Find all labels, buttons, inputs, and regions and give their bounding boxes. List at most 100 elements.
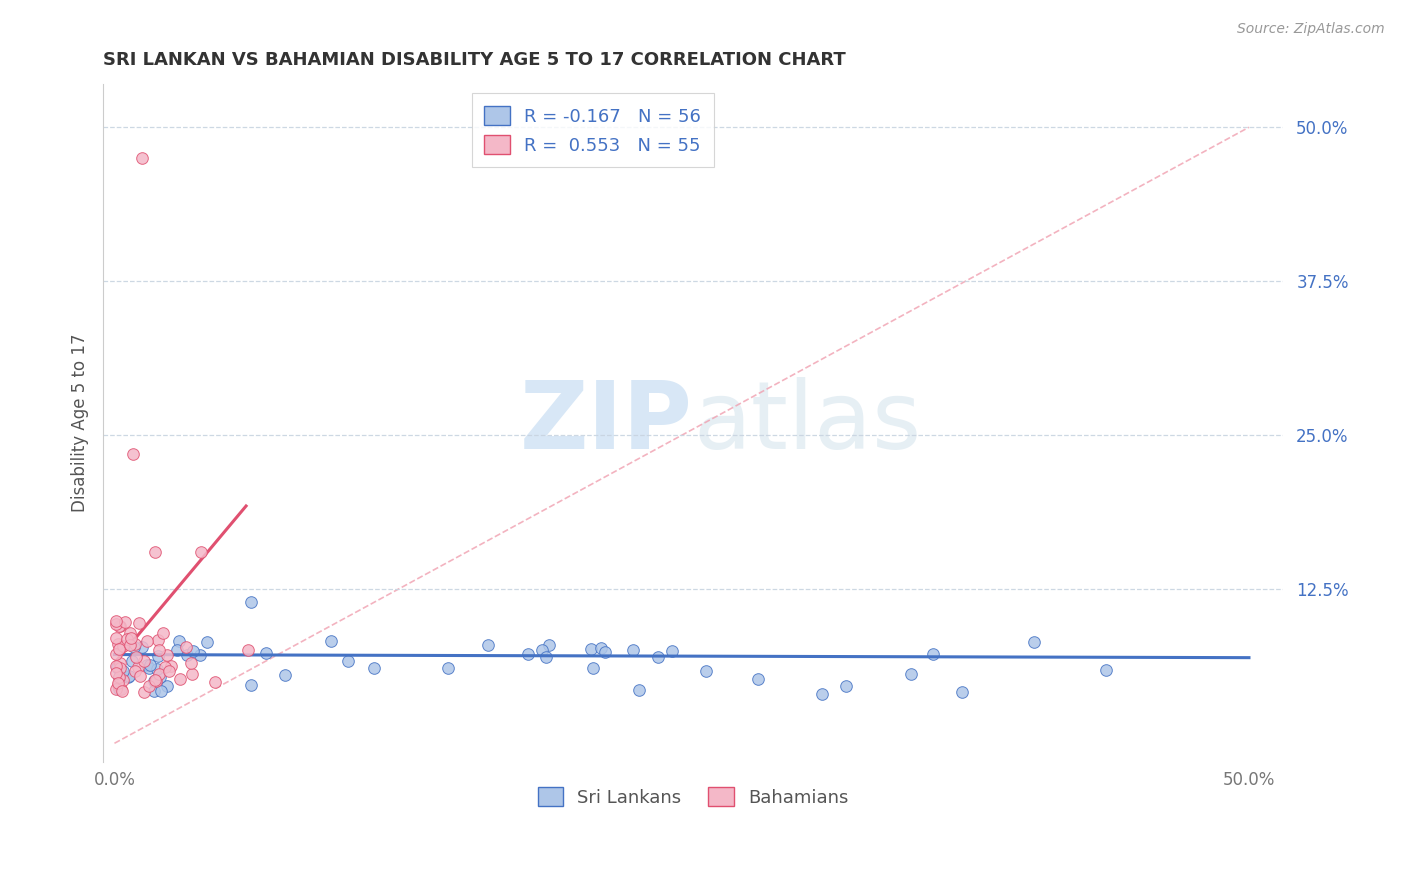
Point bbox=[108, 670, 131, 684]
Point bbox=[107, 661, 129, 675]
Point bbox=[621, 643, 644, 657]
Point bbox=[142, 673, 165, 688]
Point bbox=[204, 675, 226, 690]
Point bbox=[254, 646, 277, 660]
Point bbox=[950, 685, 973, 699]
Point bbox=[115, 632, 138, 646]
Point bbox=[107, 676, 129, 690]
Point bbox=[150, 684, 173, 698]
Point bbox=[835, 679, 858, 693]
Point bbox=[114, 615, 136, 629]
Point bbox=[900, 667, 922, 681]
Point bbox=[138, 679, 160, 693]
Point bbox=[155, 659, 177, 673]
Point bbox=[180, 656, 202, 670]
Point bbox=[195, 634, 218, 648]
Point bbox=[111, 684, 134, 698]
Point bbox=[104, 632, 127, 646]
Point bbox=[156, 648, 179, 663]
Point bbox=[363, 661, 385, 675]
Point bbox=[112, 673, 135, 687]
Point bbox=[143, 545, 166, 559]
Point bbox=[108, 681, 131, 696]
Point bbox=[747, 672, 769, 686]
Point bbox=[143, 673, 166, 687]
Point bbox=[104, 648, 127, 662]
Point bbox=[181, 644, 204, 658]
Point bbox=[811, 687, 834, 701]
Point bbox=[627, 683, 650, 698]
Point bbox=[108, 661, 131, 675]
Point bbox=[131, 151, 153, 165]
Point bbox=[530, 642, 553, 657]
Point bbox=[593, 645, 616, 659]
Point bbox=[477, 639, 499, 653]
Point bbox=[1024, 635, 1046, 649]
Point bbox=[118, 639, 141, 653]
Point bbox=[134, 654, 156, 668]
Point bbox=[166, 643, 188, 657]
Point bbox=[104, 614, 127, 628]
Point bbox=[104, 658, 127, 673]
Point bbox=[105, 617, 128, 632]
Point bbox=[176, 648, 198, 663]
Point bbox=[536, 650, 558, 665]
Point bbox=[273, 668, 295, 682]
Point bbox=[120, 625, 142, 640]
Point bbox=[124, 664, 146, 678]
Point bbox=[152, 626, 174, 640]
Point bbox=[148, 649, 170, 664]
Point bbox=[190, 545, 212, 559]
Point bbox=[127, 660, 149, 674]
Point bbox=[582, 661, 605, 675]
Point bbox=[437, 660, 460, 674]
Point bbox=[145, 662, 167, 676]
Point bbox=[121, 654, 143, 668]
Point bbox=[319, 634, 342, 648]
Point bbox=[138, 661, 160, 675]
Text: ZIP: ZIP bbox=[520, 377, 693, 469]
Point bbox=[107, 637, 129, 651]
Point bbox=[124, 637, 146, 651]
Point bbox=[160, 659, 183, 673]
Point bbox=[155, 680, 177, 694]
Text: Source: ZipAtlas.com: Source: ZipAtlas.com bbox=[1237, 22, 1385, 37]
Point bbox=[337, 654, 360, 668]
Point bbox=[167, 633, 190, 648]
Point bbox=[104, 665, 127, 680]
Point bbox=[108, 642, 131, 657]
Point bbox=[169, 672, 191, 686]
Point bbox=[105, 660, 128, 674]
Point bbox=[1095, 663, 1118, 677]
Y-axis label: Disability Age 5 to 17: Disability Age 5 to 17 bbox=[72, 334, 89, 512]
Point bbox=[188, 648, 211, 662]
Point bbox=[108, 619, 131, 633]
Point bbox=[537, 638, 560, 652]
Point bbox=[110, 619, 132, 633]
Point bbox=[148, 643, 170, 657]
Point bbox=[104, 682, 127, 697]
Point bbox=[579, 642, 602, 657]
Point bbox=[236, 643, 259, 657]
Point bbox=[117, 670, 139, 684]
Point bbox=[108, 656, 131, 670]
Point bbox=[142, 684, 165, 698]
Point bbox=[661, 644, 683, 658]
Point bbox=[136, 634, 159, 648]
Point bbox=[157, 665, 180, 679]
Point bbox=[148, 670, 170, 684]
Point bbox=[110, 681, 132, 696]
Point bbox=[174, 640, 197, 654]
Point bbox=[139, 658, 162, 673]
Point bbox=[589, 641, 612, 656]
Point bbox=[120, 631, 142, 645]
Point bbox=[111, 664, 134, 678]
Point bbox=[239, 678, 262, 692]
Point bbox=[132, 685, 155, 699]
Point bbox=[922, 647, 945, 661]
Point bbox=[112, 639, 135, 653]
Point bbox=[129, 669, 152, 683]
Point bbox=[695, 664, 717, 678]
Point bbox=[148, 666, 170, 681]
Point bbox=[145, 673, 167, 688]
